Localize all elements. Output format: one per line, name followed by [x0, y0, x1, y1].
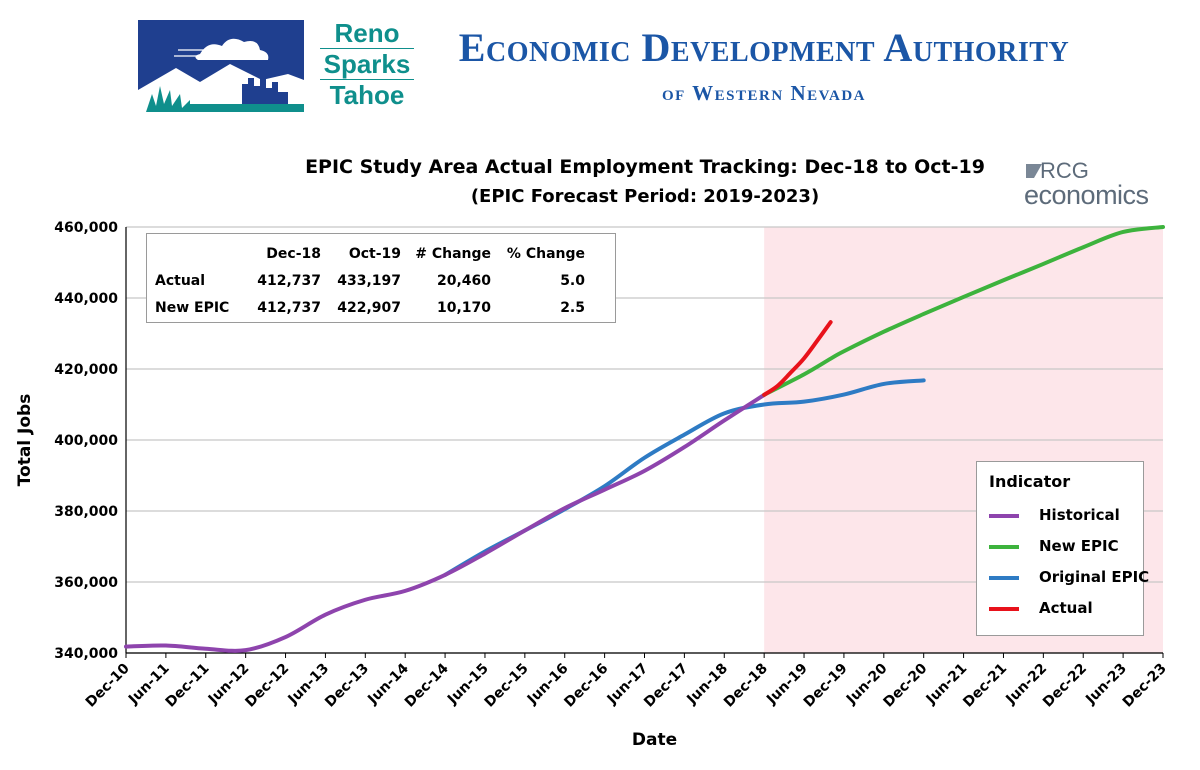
x-tick-label: Dec-18 [721, 661, 771, 711]
summary-cell: 412,737 [257, 272, 321, 289]
data-series [124, 225, 1165, 653]
rcg-logo-bottom: economics [1024, 180, 1149, 210]
summary-header-row: Dec-18 Oct-19 # Change % Change [155, 240, 585, 267]
rcg-logo-top: RCG [1040, 158, 1089, 183]
series-line-new-epic [762, 225, 1165, 397]
y-axis-ticks: 340,000 360,000 380,000 400,000 420,000 440,0… [54, 220, 118, 662]
legend-label: Historical [1039, 506, 1120, 524]
x-tick-label: Dec-17 [641, 661, 691, 711]
chart-title: EPIC Study Area Actual Employment Tracki… [305, 156, 985, 178]
summary-header-cell: Dec-18 [266, 245, 321, 262]
summary-cell: 2.5 [560, 299, 585, 316]
sparks-logo-word: Sparks [323, 49, 411, 79]
y-tick-label: 340,000 [54, 646, 118, 662]
y-tick-label: 420,000 [54, 362, 118, 378]
summary-cell: 412,737 [257, 299, 321, 316]
x-tick-label: Dec-11 [163, 661, 213, 711]
legend-label: Original EPIC [1039, 568, 1150, 586]
reno-logo-words: Reno Sparks Tahoe [306, 18, 428, 110]
summary-table: Dec-18 Oct-19 # Change % Change Actual 4… [155, 240, 585, 321]
x-tick-label: Dec-16 [561, 661, 611, 711]
legend-label: Actual [1039, 599, 1093, 617]
reno-sparks-tahoe-logo-icon [138, 20, 304, 112]
y-axis-label: Total Jobs [15, 394, 35, 487]
legend: Indicator Historical New EPIC Original E… [976, 461, 1149, 636]
summary-cell: 5.0 [560, 272, 585, 289]
legend-label: New EPIC [1039, 537, 1119, 555]
y-tick-label: 360,000 [54, 575, 118, 591]
x-tick-label: Dec-12 [242, 661, 292, 711]
legend-swatch-new-epic [989, 545, 1019, 549]
legend-item-historical: Historical [989, 504, 1139, 528]
x-tick-label: Dec-14 [402, 660, 452, 710]
x-tick-label: Dec-23 [1120, 661, 1170, 711]
eda-title: Economic Development Authority [458, 25, 1070, 70]
summary-header-cell [155, 240, 239, 267]
reno-logo-word: Reno [334, 18, 400, 48]
summary-table-box: Dec-18 Oct-19 # Change % Change Actual 4… [146, 233, 616, 323]
summary-cell: 422,907 [337, 299, 401, 316]
x-axis-label: Date [632, 730, 677, 750]
legend-swatch-historical [989, 514, 1019, 518]
eda-subtitle: of Western Nevada [661, 81, 867, 105]
tahoe-logo-word: Tahoe [329, 80, 405, 110]
summary-cell: 20,460 [436, 272, 491, 289]
summary-header-cell: Oct-19 [348, 245, 401, 262]
y-tick-label: 460,000 [54, 220, 118, 236]
summary-row-actual: Actual 412,737 433,197 20,460 5.0 [155, 267, 585, 294]
x-axis-ticks: Dec-10Jun-11Dec-11Jun-12Dec-12Jun-13Dec-… [83, 653, 1170, 711]
summary-cell: 10,170 [436, 299, 491, 316]
chart-subtitle: (EPIC Forecast Period: 2019-2023) [470, 186, 820, 207]
legend-item-original-epic: Original EPIC [989, 566, 1149, 590]
summary-header-cell: # Change [415, 245, 491, 262]
legend-swatch-original-epic [989, 576, 1019, 580]
rcg-economics-logo-icon [1026, 164, 1042, 178]
series-line-historical [124, 392, 767, 653]
x-tick-label: Dec-21 [960, 661, 1010, 711]
legend-title: Indicator [989, 472, 1071, 491]
x-tick-label: Dec-10 [83, 660, 133, 710]
x-tick-label: Dec-15 [482, 661, 532, 711]
x-tick-label: Dec-19 [801, 661, 851, 711]
y-tick-label: 400,000 [54, 433, 118, 449]
y-tick-label: 380,000 [54, 504, 118, 520]
y-tick-label: 440,000 [54, 291, 118, 307]
x-tick-label: Dec-13 [322, 661, 372, 711]
summary-cell: 433,197 [337, 272, 401, 289]
legend-swatch-actual [989, 607, 1019, 611]
summary-header-cell: % Change [506, 245, 585, 262]
header: Reno Sparks Tahoe Economic Development A… [0, 0, 1200, 130]
legend-item-actual: Actual [989, 597, 1139, 621]
summary-cell: Actual [155, 272, 206, 289]
x-tick-label: Dec-22 [1040, 661, 1090, 711]
series-line-actual [762, 320, 833, 397]
summary-row-new-epic: New EPIC 412,737 422,907 10,170 2.5 [155, 294, 585, 321]
legend-item-new-epic: New EPIC [989, 535, 1139, 559]
summary-cell: New EPIC [155, 299, 230, 316]
x-tick-label: Dec-20 [881, 660, 931, 710]
